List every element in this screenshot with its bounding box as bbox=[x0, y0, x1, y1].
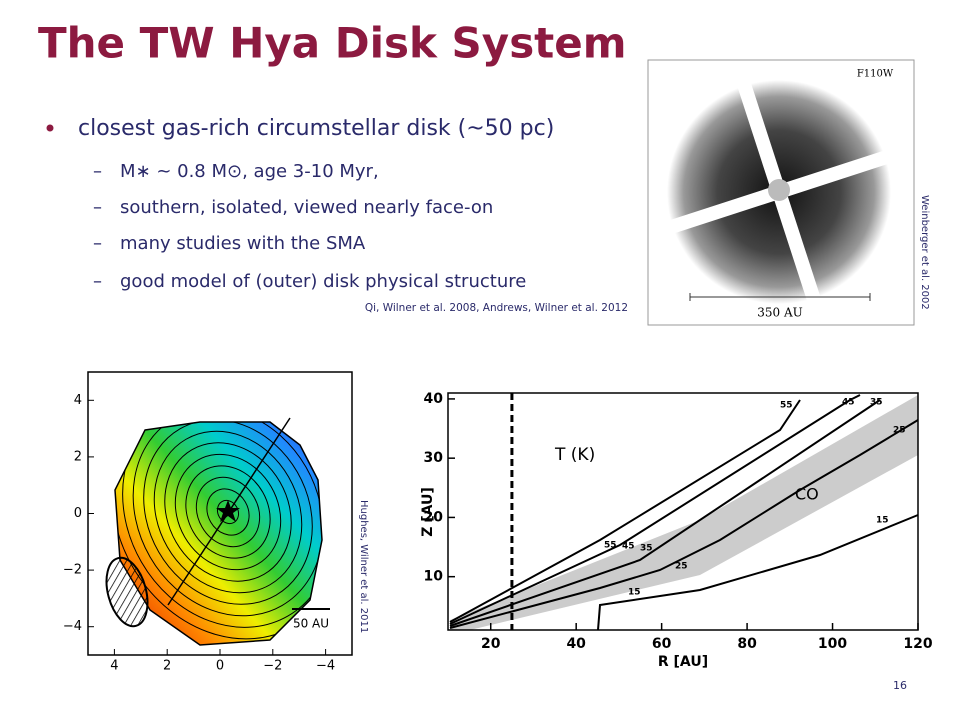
contour-label: 35 bbox=[640, 544, 653, 554]
y-tick-label: −4 bbox=[63, 619, 82, 634]
beam bbox=[105, 556, 149, 628]
x-tick-label: −2 bbox=[263, 659, 282, 674]
y-tick-label: −2 bbox=[63, 563, 82, 578]
contour-label: 55 bbox=[604, 541, 617, 551]
bullet: closest gas-rich circumstellar disk (~50… bbox=[78, 116, 554, 141]
credit: Weinberger et al. 2002 bbox=[919, 195, 930, 310]
contour bbox=[449, 419, 919, 629]
annotation: CO bbox=[795, 485, 819, 504]
contour-label: 25 bbox=[675, 562, 688, 572]
contour bbox=[449, 394, 861, 625]
co-layer bbox=[450, 395, 918, 630]
sub-bullet: good model of (outer) disk physical stru… bbox=[120, 271, 526, 292]
scale-label: 350 AU bbox=[757, 306, 803, 320]
dash: – bbox=[93, 161, 102, 182]
hst-image: F110W 350 AU bbox=[647, 59, 915, 326]
citation: Qi, Wilner et al. 2008, Andrews, Wilner … bbox=[365, 302, 628, 314]
dash: – bbox=[93, 233, 102, 254]
axes-frame bbox=[447, 392, 919, 631]
contour-label: 15 bbox=[628, 588, 641, 598]
x-tick-label: 40 bbox=[566, 636, 586, 652]
x-tick-label: 20 bbox=[481, 636, 501, 652]
x-tick-label: 0 bbox=[216, 659, 224, 674]
x-tick-label: 100 bbox=[818, 636, 847, 652]
temperature-plot: 55 45 35 25 15 55 45 35 25 15 T (K) CO R… bbox=[398, 352, 960, 680]
y-tick-label: 30 bbox=[424, 450, 444, 466]
y-axis-label: Z [AU] bbox=[420, 487, 436, 537]
contour-label: 15 bbox=[876, 516, 889, 526]
velocity-map: 50 AU 4 2 0 −2 −4 4 2 0 −2 −4 bbox=[60, 365, 380, 680]
dash: – bbox=[93, 271, 102, 292]
filter-label: F110W bbox=[857, 69, 894, 80]
x-axis-label: R [AU] bbox=[658, 654, 708, 670]
dash: – bbox=[93, 197, 102, 218]
bullet-dot bbox=[46, 124, 54, 132]
y-tick-label: 20 bbox=[424, 509, 444, 525]
x-tick-label: −4 bbox=[316, 659, 335, 674]
y-tick-label: 10 bbox=[424, 569, 444, 585]
x-tick-label: 4 bbox=[110, 659, 118, 674]
contour-label: 45 bbox=[622, 542, 635, 552]
sub-bullet: southern, isolated, viewed nearly face-o… bbox=[120, 197, 493, 218]
y-tick-label: 0 bbox=[74, 506, 82, 521]
contour-label: 25 bbox=[893, 426, 906, 436]
x-tick-label: 120 bbox=[903, 636, 932, 652]
contour-label: 35 bbox=[870, 398, 883, 408]
y-tick-label: 40 bbox=[424, 391, 444, 407]
credit: Hughes, Wilner et al. 2011 bbox=[358, 500, 369, 633]
contour bbox=[597, 514, 919, 631]
sub-bullet: many studies with the SMA bbox=[120, 233, 366, 254]
contour-label: 45 bbox=[842, 398, 855, 408]
page-number: 16 bbox=[893, 679, 907, 692]
star bbox=[216, 500, 240, 522]
x-tick-label: 2 bbox=[163, 659, 171, 674]
x-tick-label: 60 bbox=[652, 636, 672, 652]
contour bbox=[449, 399, 801, 623]
y-tick-label: 2 bbox=[74, 449, 82, 464]
scale-label: 50 AU bbox=[293, 617, 329, 631]
annotation: T (K) bbox=[554, 445, 595, 465]
y-tick-label: 4 bbox=[74, 393, 82, 408]
contour-label: 55 bbox=[780, 401, 793, 411]
coronagraph-spot bbox=[768, 179, 790, 201]
panel bbox=[398, 352, 960, 680]
sub-bullet: M∗ ~ 0.8 M⊙, age 3-10 Myr, bbox=[120, 161, 379, 182]
x-tick-label: 80 bbox=[737, 636, 757, 652]
title: The TW Hya Disk System bbox=[38, 19, 627, 68]
